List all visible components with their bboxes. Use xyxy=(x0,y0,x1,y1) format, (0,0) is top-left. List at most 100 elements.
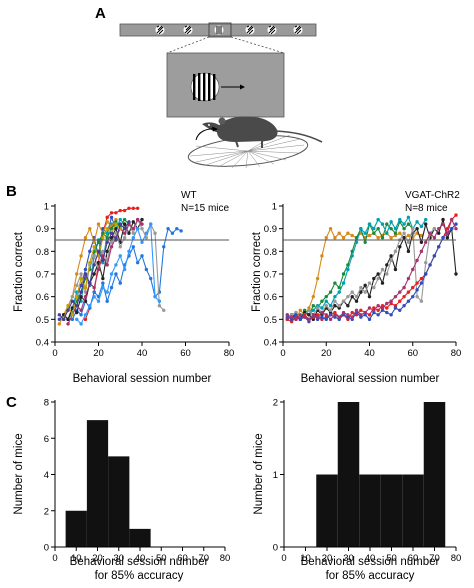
data-point xyxy=(75,294,79,299)
data-point xyxy=(131,245,135,249)
data-point xyxy=(101,236,105,240)
data-point xyxy=(96,222,101,226)
data-point xyxy=(350,290,354,294)
data-point xyxy=(333,294,337,299)
data-point xyxy=(153,294,157,299)
data-point xyxy=(337,285,341,290)
data-point xyxy=(315,276,320,281)
data-point xyxy=(402,222,406,226)
histogram-bar xyxy=(380,474,403,547)
data-point xyxy=(105,299,109,303)
group-label: WT xyxy=(181,190,197,201)
data-point xyxy=(127,231,131,235)
data-point xyxy=(385,301,389,306)
series-line xyxy=(286,227,422,321)
data-point xyxy=(367,317,372,322)
data-point xyxy=(105,220,109,224)
histogram-bar xyxy=(402,474,424,547)
data-point xyxy=(109,215,114,220)
panel-b-right-chart: 0 20 40 60 80 0.4 0.5 0.6 0.7 0.8 0.9 1 Fraction co… xyxy=(251,190,461,385)
data-point xyxy=(83,236,88,240)
data-point xyxy=(122,226,127,231)
data-point xyxy=(118,245,122,249)
histogram-bar xyxy=(316,474,338,547)
x-tick-label: 0 xyxy=(281,553,286,564)
data-point xyxy=(415,226,419,231)
data-point xyxy=(162,245,166,249)
data-point xyxy=(389,299,393,303)
data-point xyxy=(350,310,354,315)
data-point xyxy=(346,304,350,308)
histogram-bar xyxy=(65,510,87,547)
data-point xyxy=(109,240,114,244)
data-point xyxy=(307,313,311,317)
data-point xyxy=(75,283,79,288)
data-point xyxy=(398,290,402,294)
data-point xyxy=(363,240,367,244)
data-point xyxy=(350,315,354,319)
data-point xyxy=(445,231,450,235)
data-point xyxy=(346,231,350,235)
data-point xyxy=(333,299,337,303)
y-tick-label: 0.4 xyxy=(36,338,49,349)
data-point xyxy=(372,285,376,290)
data-point xyxy=(135,206,140,210)
data-point xyxy=(428,263,432,267)
data-point xyxy=(122,231,127,235)
data-point xyxy=(140,254,144,258)
data-point xyxy=(96,299,101,303)
data-point xyxy=(105,215,109,220)
data-point xyxy=(92,294,96,299)
data-point xyxy=(135,217,140,222)
data-point xyxy=(324,304,328,308)
data-point xyxy=(79,322,83,326)
data-point xyxy=(424,272,428,276)
data-point xyxy=(114,211,118,215)
data-point xyxy=(328,226,333,231)
data-point xyxy=(162,308,166,312)
data-point xyxy=(75,317,79,322)
data-point xyxy=(75,272,79,276)
histogram-bar xyxy=(423,402,446,547)
data-point xyxy=(92,240,96,244)
data-point xyxy=(437,245,441,249)
data-point xyxy=(454,226,458,231)
x-tick-label: 70 xyxy=(429,553,440,564)
data-point xyxy=(415,294,419,299)
data-point xyxy=(398,245,402,249)
mouse-illustration xyxy=(202,116,323,148)
strip-gratings xyxy=(155,25,303,35)
rotation-arrow xyxy=(195,126,218,141)
panel-label-c: C xyxy=(6,394,17,411)
data-point xyxy=(363,283,367,288)
data-point xyxy=(298,313,302,317)
data-point xyxy=(367,222,372,226)
data-point xyxy=(105,240,109,244)
x-axis-label: Behavioral session number xyxy=(301,556,440,568)
data-point xyxy=(419,249,424,254)
data-point xyxy=(157,299,162,303)
data-point xyxy=(92,263,96,267)
y-tick-label: 0.6 xyxy=(36,292,49,303)
data-point xyxy=(118,254,122,258)
data-point xyxy=(432,236,437,240)
x-axis-label-line2: for 85% accuracy xyxy=(95,570,184,582)
data-point xyxy=(83,313,88,317)
data-point xyxy=(140,240,144,244)
data-point xyxy=(328,290,333,294)
data-point xyxy=(380,267,385,272)
data-point xyxy=(398,217,402,222)
data-point xyxy=(341,310,346,315)
data-point xyxy=(320,254,324,258)
data-point xyxy=(406,215,411,220)
data-point xyxy=(105,263,109,267)
data-point xyxy=(92,285,96,290)
x-tick-label: 20 xyxy=(321,348,332,359)
x-tick-label: 50 xyxy=(156,553,167,564)
data-point xyxy=(75,304,79,308)
data-point xyxy=(109,226,114,231)
data-point xyxy=(83,267,88,272)
x-tick-label: 20 xyxy=(93,348,104,359)
x-axis-label: Behavioral session number xyxy=(70,556,209,568)
data-point xyxy=(385,222,389,226)
